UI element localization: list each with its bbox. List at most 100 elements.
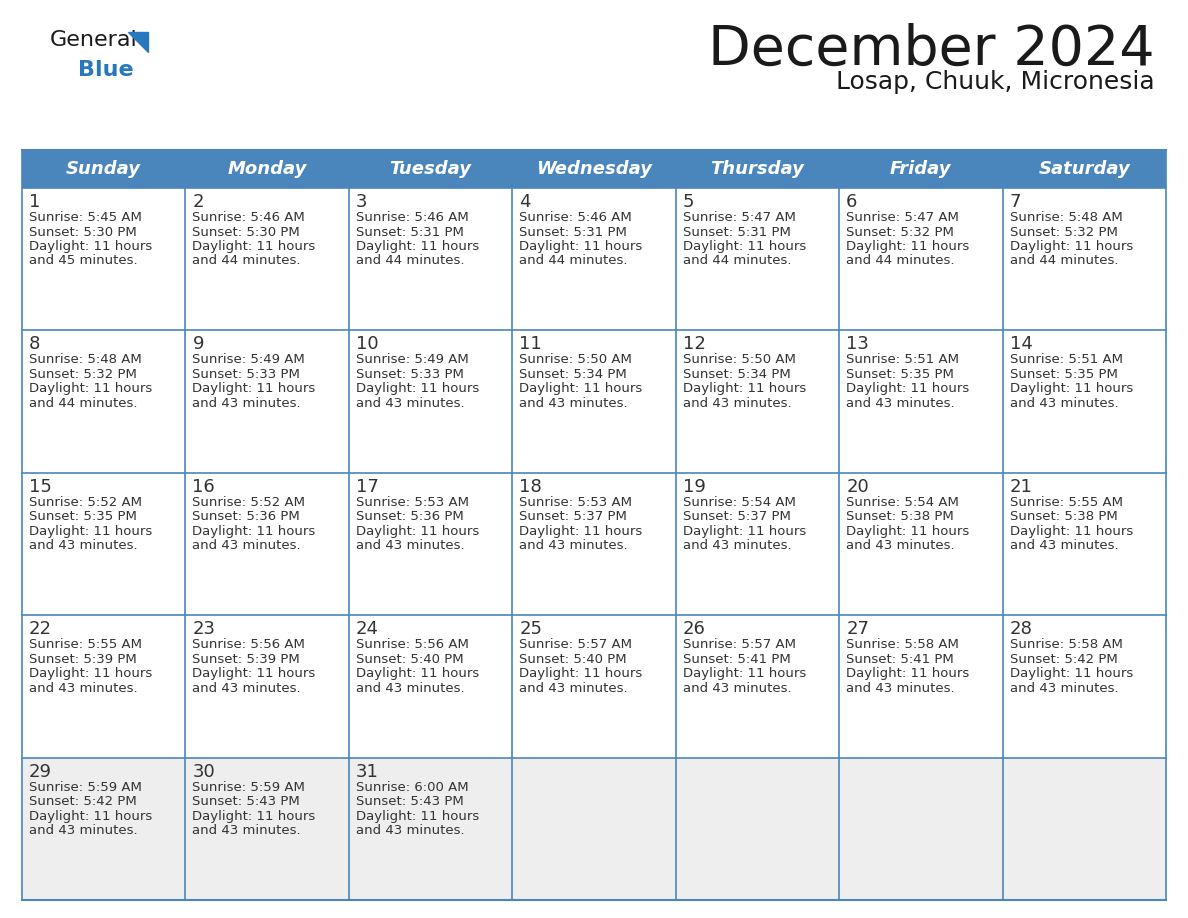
Text: 4: 4 <box>519 193 531 211</box>
Text: 29: 29 <box>29 763 52 780</box>
Bar <box>23 188 1165 330</box>
Text: Sunrise: 5:46 AM: Sunrise: 5:46 AM <box>192 211 305 224</box>
Polygon shape <box>128 32 148 52</box>
Text: Sunrise: 5:49 AM: Sunrise: 5:49 AM <box>356 353 468 366</box>
Text: Daylight: 11 hours: Daylight: 11 hours <box>356 525 479 538</box>
Text: 16: 16 <box>192 477 215 496</box>
Text: Sunrise: 6:00 AM: Sunrise: 6:00 AM <box>356 780 468 793</box>
Text: 21: 21 <box>1010 477 1032 496</box>
Text: Daylight: 11 hours: Daylight: 11 hours <box>192 525 316 538</box>
Bar <box>23 330 1165 473</box>
Text: 13: 13 <box>846 335 868 353</box>
Text: Sunrise: 5:51 AM: Sunrise: 5:51 AM <box>1010 353 1123 366</box>
Text: 18: 18 <box>519 477 542 496</box>
Text: Daylight: 11 hours: Daylight: 11 hours <box>29 810 152 823</box>
Text: Daylight: 11 hours: Daylight: 11 hours <box>1010 383 1133 396</box>
Text: Sunrise: 5:55 AM: Sunrise: 5:55 AM <box>1010 496 1123 509</box>
Text: Sunset: 5:35 PM: Sunset: 5:35 PM <box>29 510 137 523</box>
Text: 15: 15 <box>29 477 52 496</box>
Text: Sunset: 5:31 PM: Sunset: 5:31 PM <box>683 226 790 239</box>
Text: Sunset: 5:31 PM: Sunset: 5:31 PM <box>356 226 463 239</box>
Text: Daylight: 11 hours: Daylight: 11 hours <box>192 383 316 396</box>
Text: 9: 9 <box>192 335 204 353</box>
Text: 20: 20 <box>846 477 868 496</box>
Text: and 43 minutes.: and 43 minutes. <box>192 539 301 553</box>
Text: Sunrise: 5:48 AM: Sunrise: 5:48 AM <box>1010 211 1123 224</box>
Text: Daylight: 11 hours: Daylight: 11 hours <box>683 525 805 538</box>
Text: 14: 14 <box>1010 335 1032 353</box>
Text: Daylight: 11 hours: Daylight: 11 hours <box>519 667 643 680</box>
Text: and 44 minutes.: and 44 minutes. <box>29 397 138 410</box>
Text: Sunrise: 5:56 AM: Sunrise: 5:56 AM <box>192 638 305 651</box>
Text: Sunrise: 5:53 AM: Sunrise: 5:53 AM <box>356 496 469 509</box>
Text: and 43 minutes.: and 43 minutes. <box>29 682 138 695</box>
Text: Sunrise: 5:51 AM: Sunrise: 5:51 AM <box>846 353 959 366</box>
Text: Sunset: 5:42 PM: Sunset: 5:42 PM <box>1010 653 1118 666</box>
Text: 8: 8 <box>29 335 40 353</box>
Text: Daylight: 11 hours: Daylight: 11 hours <box>846 667 969 680</box>
Text: Daylight: 11 hours: Daylight: 11 hours <box>29 525 152 538</box>
Bar <box>23 615 1165 757</box>
Text: and 43 minutes.: and 43 minutes. <box>192 682 301 695</box>
Text: Daylight: 11 hours: Daylight: 11 hours <box>846 525 969 538</box>
Text: Sunrise: 5:46 AM: Sunrise: 5:46 AM <box>519 211 632 224</box>
Text: Sunset: 5:32 PM: Sunset: 5:32 PM <box>1010 226 1118 239</box>
Text: 1: 1 <box>29 193 40 211</box>
Text: Sunset: 5:40 PM: Sunset: 5:40 PM <box>519 653 627 666</box>
Text: Sunrise: 5:57 AM: Sunrise: 5:57 AM <box>683 638 796 651</box>
Text: Sunrise: 5:45 AM: Sunrise: 5:45 AM <box>29 211 141 224</box>
Bar <box>23 473 1165 615</box>
Text: and 43 minutes.: and 43 minutes. <box>519 397 628 410</box>
Text: 23: 23 <box>192 621 215 638</box>
Text: and 43 minutes.: and 43 minutes. <box>29 824 138 837</box>
Text: Sunrise: 5:52 AM: Sunrise: 5:52 AM <box>29 496 143 509</box>
Text: Sunrise: 5:58 AM: Sunrise: 5:58 AM <box>846 638 959 651</box>
Text: 27: 27 <box>846 621 870 638</box>
Text: Sunset: 5:34 PM: Sunset: 5:34 PM <box>683 368 790 381</box>
Text: and 43 minutes.: and 43 minutes. <box>356 824 465 837</box>
Text: Daylight: 11 hours: Daylight: 11 hours <box>356 810 479 823</box>
Text: Sunset: 5:41 PM: Sunset: 5:41 PM <box>846 653 954 666</box>
Text: Daylight: 11 hours: Daylight: 11 hours <box>519 525 643 538</box>
Text: Sunrise: 5:59 AM: Sunrise: 5:59 AM <box>29 780 141 793</box>
Text: 10: 10 <box>356 335 379 353</box>
Text: 12: 12 <box>683 335 706 353</box>
Text: and 45 minutes.: and 45 minutes. <box>29 254 138 267</box>
Text: and 43 minutes.: and 43 minutes. <box>29 539 138 553</box>
Text: 6: 6 <box>846 193 858 211</box>
Text: Sunday: Sunday <box>67 160 141 178</box>
Text: Sunset: 5:30 PM: Sunset: 5:30 PM <box>192 226 301 239</box>
Text: Daylight: 11 hours: Daylight: 11 hours <box>519 383 643 396</box>
Text: and 43 minutes.: and 43 minutes. <box>846 682 955 695</box>
Text: Sunset: 5:41 PM: Sunset: 5:41 PM <box>683 653 790 666</box>
Text: Sunrise: 5:59 AM: Sunrise: 5:59 AM <box>192 780 305 793</box>
Text: Daylight: 11 hours: Daylight: 11 hours <box>1010 667 1133 680</box>
Text: Sunrise: 5:52 AM: Sunrise: 5:52 AM <box>192 496 305 509</box>
Text: Sunset: 5:33 PM: Sunset: 5:33 PM <box>192 368 301 381</box>
Text: Sunset: 5:38 PM: Sunset: 5:38 PM <box>846 510 954 523</box>
Text: and 43 minutes.: and 43 minutes. <box>1010 539 1118 553</box>
Text: 5: 5 <box>683 193 694 211</box>
Text: 22: 22 <box>29 621 52 638</box>
Text: and 43 minutes.: and 43 minutes. <box>519 539 628 553</box>
Text: and 43 minutes.: and 43 minutes. <box>683 397 791 410</box>
Text: 31: 31 <box>356 763 379 780</box>
Text: and 43 minutes.: and 43 minutes. <box>1010 682 1118 695</box>
Text: Blue: Blue <box>78 60 133 80</box>
Text: Sunset: 5:39 PM: Sunset: 5:39 PM <box>29 653 137 666</box>
Text: Sunset: 5:36 PM: Sunset: 5:36 PM <box>356 510 463 523</box>
Text: and 43 minutes.: and 43 minutes. <box>683 682 791 695</box>
Text: 2: 2 <box>192 193 204 211</box>
Text: Sunrise: 5:55 AM: Sunrise: 5:55 AM <box>29 638 143 651</box>
Text: Sunset: 5:30 PM: Sunset: 5:30 PM <box>29 226 137 239</box>
Text: Sunrise: 5:56 AM: Sunrise: 5:56 AM <box>356 638 469 651</box>
Text: and 43 minutes.: and 43 minutes. <box>192 824 301 837</box>
Text: Daylight: 11 hours: Daylight: 11 hours <box>356 383 479 396</box>
Text: Sunrise: 5:54 AM: Sunrise: 5:54 AM <box>846 496 959 509</box>
Text: 17: 17 <box>356 477 379 496</box>
Text: and 43 minutes.: and 43 minutes. <box>519 682 628 695</box>
Text: Sunset: 5:33 PM: Sunset: 5:33 PM <box>356 368 463 381</box>
Text: Sunset: 5:42 PM: Sunset: 5:42 PM <box>29 795 137 808</box>
Text: Sunset: 5:36 PM: Sunset: 5:36 PM <box>192 510 301 523</box>
Text: and 43 minutes.: and 43 minutes. <box>1010 397 1118 410</box>
